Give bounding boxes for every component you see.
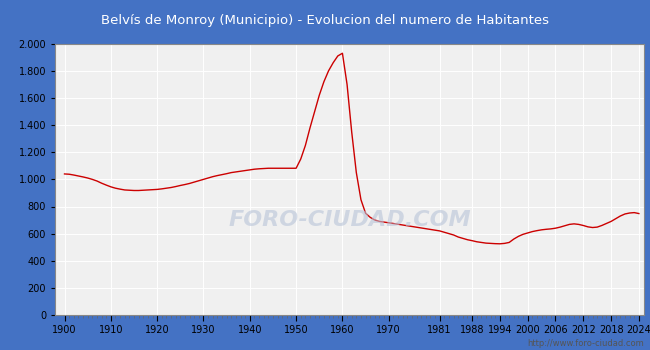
Text: Belvís de Monroy (Municipio) - Evolucion del numero de Habitantes: Belvís de Monroy (Municipio) - Evolucion… [101, 14, 549, 27]
Text: http://www.foro-ciudad.com: http://www.foro-ciudad.com [526, 339, 644, 348]
Text: FORO-CIUDAD.COM: FORO-CIUDAD.COM [228, 210, 471, 230]
